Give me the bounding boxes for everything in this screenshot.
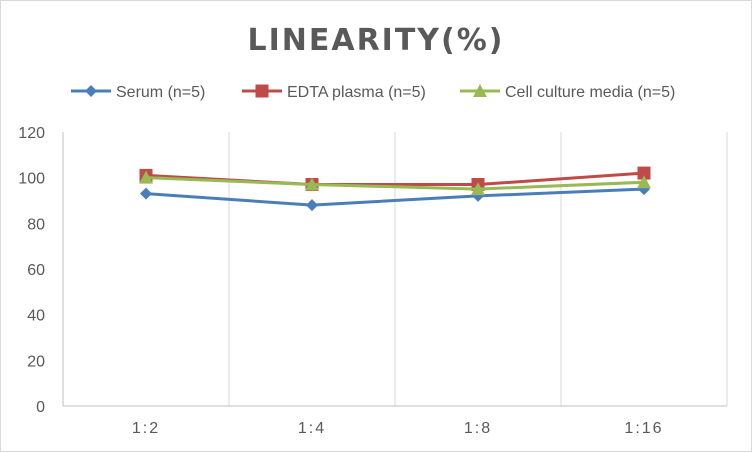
legend: Serum (n=5) EDTA plasma (n=5) Cell culture… [71,84,675,101]
x-tick-label: 1:2 [132,420,160,437]
legend-label: Serum (n=5) [116,84,205,101]
legend-item-1: EDTA plasma (n=5) [242,84,426,101]
legend-item-2: Cell culture media (n=5) [460,84,675,101]
data-point [140,187,152,200]
x-tick-label: 1:4 [298,420,326,437]
legend-marker [473,84,487,97]
legend-marker [255,84,269,98]
data-point [305,177,319,191]
data-point [637,175,651,189]
x-tick-label: 1:16 [624,420,663,437]
data-point [637,166,651,180]
y-tick-label: 120 [18,125,45,142]
legend-item-0: Serum (n=5) [71,84,205,101]
legend-label: Cell culture media (n=5) [505,84,675,101]
series-2 [139,170,651,196]
legend-label: EDTA plasma (n=5) [287,84,426,101]
y-tick-label: 80 [27,216,45,233]
y-tick-label: 100 [18,171,45,188]
data-point [139,170,153,184]
chart-title: LINEARITY(%) [247,23,504,58]
y-tick-label: 60 [27,262,45,279]
grid [228,132,728,406]
series-line-2 [145,176,645,191]
data-point [471,182,485,196]
axes: 0 20 40 60 80 100 120 1:2 1:4 1:8 1:16 [18,125,727,437]
y-tick-label: 0 [36,399,45,416]
legend-marker [85,85,97,97]
series-0 [140,183,650,212]
series-group [139,166,651,212]
x-tick-label: 1:8 [464,420,492,437]
y-tick-label: 20 [27,353,45,370]
data-point [306,199,318,212]
series-line-0 [145,187,645,207]
y-tick-label: 40 [27,308,45,325]
